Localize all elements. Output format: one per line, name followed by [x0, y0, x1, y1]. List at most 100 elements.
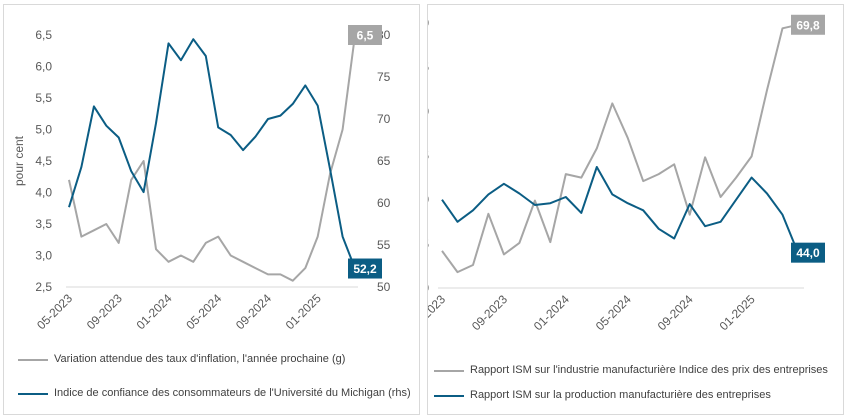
- y-left-tick-label: 65: [428, 60, 429, 74]
- end-value-badge-blue: [348, 258, 382, 279]
- x-tick-label: 01-2025: [283, 291, 324, 332]
- data-point-gray: [781, 27, 784, 30]
- data-point-blue: [487, 193, 490, 196]
- y-left-tick-label: 40: [428, 281, 429, 295]
- data-point-gray: [502, 253, 505, 256]
- legend-item-expected-inflation: Variation attendue des taux d'inflation,…: [18, 352, 418, 367]
- data-point-gray: [549, 240, 552, 243]
- legend-item-michigan-sentiment: Indice de confiance des consommateurs de…: [18, 386, 414, 401]
- data-point-gray: [673, 163, 676, 166]
- data-point-blue: [595, 165, 598, 168]
- data-point-gray: [657, 172, 660, 175]
- data-point-blue: [765, 192, 768, 195]
- data-point-gray: [440, 249, 443, 252]
- legend-label-ism-production: Rapport ISM sur la production manufactur…: [470, 389, 771, 401]
- legend-label-expected-inflation: Variation attendue des taux d'inflation,…: [54, 353, 346, 365]
- data-point-gray: [192, 260, 195, 263]
- data-point-blue: [781, 213, 784, 216]
- data-point-gray: [518, 241, 521, 244]
- data-point-gray: [611, 102, 614, 105]
- data-point-gray: [266, 273, 269, 276]
- data-point-blue: [167, 42, 170, 45]
- end-value-badge-blue: [791, 242, 825, 263]
- data-point-gray: [704, 156, 707, 159]
- x-tick-label: 05-2023: [428, 292, 448, 333]
- y-right-tick-label: 75: [377, 70, 391, 84]
- data-point-gray: [179, 254, 182, 257]
- y-left-tick-label: 70: [428, 16, 429, 30]
- data-point-gray: [217, 235, 220, 238]
- data-point-gray: [642, 180, 645, 183]
- data-point-blue: [279, 114, 282, 117]
- x-tick-label: 09-2024: [655, 292, 696, 333]
- data-point-gray: [167, 260, 170, 263]
- data-point-blue: [329, 168, 332, 171]
- data-point-blue: [502, 182, 505, 185]
- data-point-gray: [564, 172, 567, 175]
- data-point-blue: [341, 235, 344, 238]
- data-point-blue: [750, 176, 753, 179]
- x-tick-label: 01-2024: [531, 292, 572, 333]
- data-point-gray: [750, 155, 753, 158]
- data-point-gray: [341, 128, 344, 131]
- y-left-tick-label: 5,0: [35, 123, 52, 137]
- data-point-blue: [67, 206, 70, 209]
- x-tick-label: 09-2024: [233, 291, 274, 332]
- series-line-blue: [68, 38, 356, 269]
- data-point-blue: [626, 202, 629, 205]
- chart-panel-left: 2,5 3,0 3,5 4,0 4,5 5,0 5,5 6,0 6,5 50 55 60 65 70 75 8…: [3, 4, 420, 415]
- chart-panel-right: 40 45 50 55 60 65 70 05-2023 09-2023 01-2024 05-20…: [427, 4, 844, 415]
- data-point-blue: [657, 227, 660, 230]
- data-point-blue: [229, 133, 232, 136]
- data-point-gray: [204, 241, 207, 244]
- y-left-tick-label: 60: [428, 104, 429, 118]
- data-point-gray: [533, 199, 536, 202]
- data-point-blue: [291, 102, 294, 105]
- x-tick-label: 09-2023: [469, 292, 510, 333]
- ism-chart: 40 45 50 55 60 65 70 05-2023 09-2023 01-2024 05-20…: [428, 14, 825, 333]
- end-value-label-blue: 52,2: [353, 262, 377, 276]
- end-value-label-gray: 6,5: [357, 29, 374, 43]
- y-left-tick-label: 6,0: [35, 60, 52, 74]
- x-tick-label: 05-2023: [34, 291, 75, 332]
- legend-label-michigan-sentiment: Indice de confiance des consommateurs de…: [54, 387, 411, 399]
- data-point-blue: [179, 59, 182, 62]
- data-point-gray: [254, 267, 257, 270]
- data-point-blue: [580, 211, 583, 214]
- data-point-blue: [456, 220, 459, 223]
- data-point-blue: [192, 38, 195, 41]
- data-point-blue: [142, 190, 145, 193]
- legend-item-ism-prices: Rapport ISM sur l'industrie manufacturiè…: [434, 363, 844, 378]
- y-left-tick-label: 6,5: [35, 28, 52, 42]
- end-value-badge-gray: [348, 25, 382, 45]
- data-point-blue: [304, 84, 307, 87]
- y-right-tick-label: 50: [377, 280, 391, 294]
- data-point-blue: [266, 117, 269, 120]
- y-axis-title: pour cent: [12, 135, 26, 186]
- data-point-gray: [279, 273, 282, 276]
- data-point-blue: [80, 165, 83, 168]
- legend-swatch-blue: [434, 395, 464, 397]
- data-point-gray: [229, 254, 232, 257]
- legend-swatch-gray: [18, 359, 48, 361]
- data-point-blue: [254, 135, 257, 138]
- legend-swatch-blue: [18, 393, 48, 395]
- y-left-tick-label: 50: [428, 193, 429, 207]
- data-point-blue: [92, 105, 95, 108]
- data-point-blue: [518, 192, 521, 195]
- data-point-gray: [67, 178, 70, 181]
- end-value-badge-gray: [791, 14, 825, 35]
- data-point-blue: [611, 193, 614, 196]
- y-left-tick-label: 55: [428, 149, 429, 163]
- data-point-gray: [142, 159, 145, 162]
- data-point-gray: [688, 213, 691, 216]
- data-point-gray: [316, 235, 319, 238]
- y-left-tick-label: 3,0: [35, 249, 52, 263]
- data-point-blue: [217, 126, 220, 129]
- x-tick-label: 09-2023: [84, 291, 125, 332]
- data-point-blue: [154, 122, 157, 125]
- data-point-gray: [626, 136, 629, 139]
- series-line-gray: [68, 34, 356, 282]
- y-left-tick-label: 4,0: [35, 186, 52, 200]
- data-point-gray: [719, 195, 722, 198]
